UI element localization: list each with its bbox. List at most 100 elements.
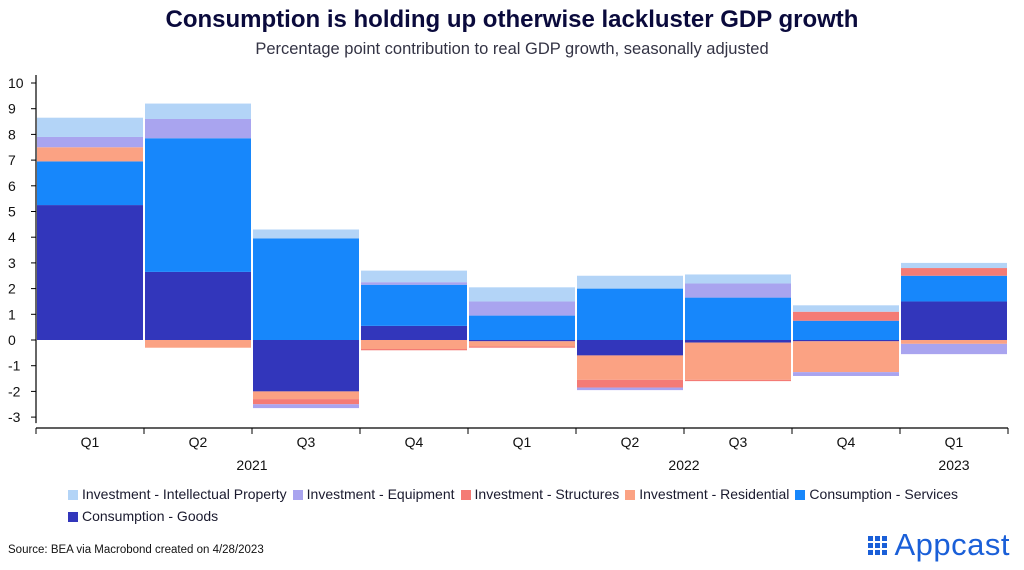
y-tick-label: 7 xyxy=(8,152,16,168)
bar-segment-residential xyxy=(145,340,251,348)
bar-segment-residential xyxy=(361,340,467,349)
x-tick-label: Q2 xyxy=(621,434,640,450)
bar-segment-ip xyxy=(37,117,143,137)
bar-segment-ip xyxy=(469,287,575,302)
bar-segment-services xyxy=(361,284,467,326)
bar-segment-services xyxy=(577,288,683,340)
bar-segment-services xyxy=(145,138,251,272)
bar-segment-structures xyxy=(901,268,1007,276)
x-year-label: 2022 xyxy=(668,457,699,473)
bar-segment-goods xyxy=(469,340,575,342)
bar-segment-residential xyxy=(37,147,143,162)
x-tick-label: Q3 xyxy=(297,434,316,450)
bar-segment-services xyxy=(793,320,899,340)
x-tick-label: Q2 xyxy=(189,434,208,450)
x-tick-label: Q4 xyxy=(405,434,424,450)
legend-swatch xyxy=(68,512,78,522)
bar-segment-equipment xyxy=(469,301,575,316)
bar-segment-equipment xyxy=(361,282,467,285)
bar-segment-goods xyxy=(145,271,251,340)
bar-segment-equipment xyxy=(253,404,359,409)
appcast-logo: Appcast xyxy=(868,525,1010,565)
legend-swatch xyxy=(625,490,636,500)
x-tick-label: Q4 xyxy=(837,434,856,450)
y-tick-label: -3 xyxy=(8,409,21,425)
bar-segment-goods xyxy=(37,205,143,340)
bar-segment-residential xyxy=(253,391,359,400)
appcast-logo-text: Appcast xyxy=(894,527,1010,562)
bar-segment-goods xyxy=(685,340,791,343)
legend-item-residential: Investment - Residential xyxy=(625,483,789,505)
bar-segment-residential xyxy=(685,342,791,380)
bar-segment-equipment xyxy=(901,343,1007,355)
y-tick-label: 6 xyxy=(8,178,16,194)
bar-segment-services xyxy=(901,275,1007,302)
bar-segment-goods xyxy=(901,301,1007,340)
bar-segment-goods xyxy=(253,340,359,392)
bar-segment-structures xyxy=(361,348,467,351)
source-note: Source: BEA via Macrobond created on 4/2… xyxy=(8,544,264,556)
x-year-label: 2023 xyxy=(938,457,969,473)
y-tick-label: 10 xyxy=(8,75,24,91)
chart-title: Consumption is holding up otherwise lack… xyxy=(165,6,859,33)
x-tick-label: Q1 xyxy=(945,434,964,450)
bar-segment-structures xyxy=(577,379,683,388)
bar-segment-residential xyxy=(901,340,1007,344)
legend-swatch xyxy=(292,490,303,500)
chart-legend: Investment - Intellectual Property Invest… xyxy=(68,483,968,527)
y-tick-label: -2 xyxy=(8,383,21,399)
bar-segment-goods xyxy=(793,340,899,342)
bar-segment-services xyxy=(685,297,791,340)
legend-item-goods: Consumption - Goods xyxy=(68,505,218,527)
x-tick-label: Q3 xyxy=(729,434,748,450)
y-tick-label: -1 xyxy=(8,358,21,374)
bar-segment-residential xyxy=(469,341,575,347)
bar-segment-equipment xyxy=(37,136,143,148)
legend-label: Consumption - Services xyxy=(809,486,959,502)
y-tick-label: 2 xyxy=(8,281,16,297)
bar-segment-structures xyxy=(469,346,575,348)
bar-segment-ip xyxy=(577,275,683,289)
bar-segment-residential xyxy=(577,355,683,380)
bar-segment-ip xyxy=(793,305,899,312)
bar-segment-services xyxy=(253,238,359,340)
legend-item-services: Consumption - Services xyxy=(795,483,958,505)
chart-subtitle: Percentage point contribution to real GD… xyxy=(255,40,769,58)
x-year-label: 2021 xyxy=(236,457,267,473)
bar-segment-services xyxy=(469,315,575,340)
y-tick-label: 4 xyxy=(8,229,16,245)
appcast-logo-icon xyxy=(868,535,888,555)
bar-segment-equipment xyxy=(145,118,251,139)
bar-segment-ip xyxy=(253,229,359,239)
legend-item-equipment: Investment - Equipment xyxy=(292,483,455,505)
legend-label: Investment - Intellectual Property xyxy=(82,486,287,502)
bar-segment-equipment xyxy=(793,372,899,376)
bar-segment-residential xyxy=(793,341,899,373)
bar-segment-structures xyxy=(685,379,791,382)
y-tick-label: 1 xyxy=(8,306,16,322)
bar-segment-services xyxy=(37,161,143,206)
legend-label: Investment - Residential xyxy=(639,486,790,502)
bar-segment-equipment xyxy=(577,387,683,391)
legend-swatch xyxy=(795,490,806,500)
y-tick-label: 9 xyxy=(8,101,16,117)
legend-label: Investment - Structures xyxy=(474,486,620,502)
legend-swatch xyxy=(460,490,471,500)
legend-label: Investment - Equipment xyxy=(306,486,455,502)
legend-item-ip: Investment - Intellectual Property xyxy=(68,483,287,505)
x-tick-label: Q1 xyxy=(81,434,100,450)
bar-segment-ip xyxy=(685,274,791,284)
bar-segment-ip xyxy=(901,262,1007,269)
legend-swatch xyxy=(68,490,78,500)
bar-segment-structures xyxy=(253,399,359,405)
bar-segment-ip xyxy=(361,270,467,283)
x-tick-label: Q1 xyxy=(513,434,532,450)
bar-segment-goods xyxy=(577,340,683,356)
y-tick-label: 3 xyxy=(8,255,16,271)
y-tick-label: 0 xyxy=(8,332,16,348)
bar-segment-ip xyxy=(145,103,251,119)
bar-segment-structures xyxy=(793,311,899,321)
bar-segment-goods xyxy=(361,325,467,340)
y-tick-label: 5 xyxy=(8,204,16,220)
